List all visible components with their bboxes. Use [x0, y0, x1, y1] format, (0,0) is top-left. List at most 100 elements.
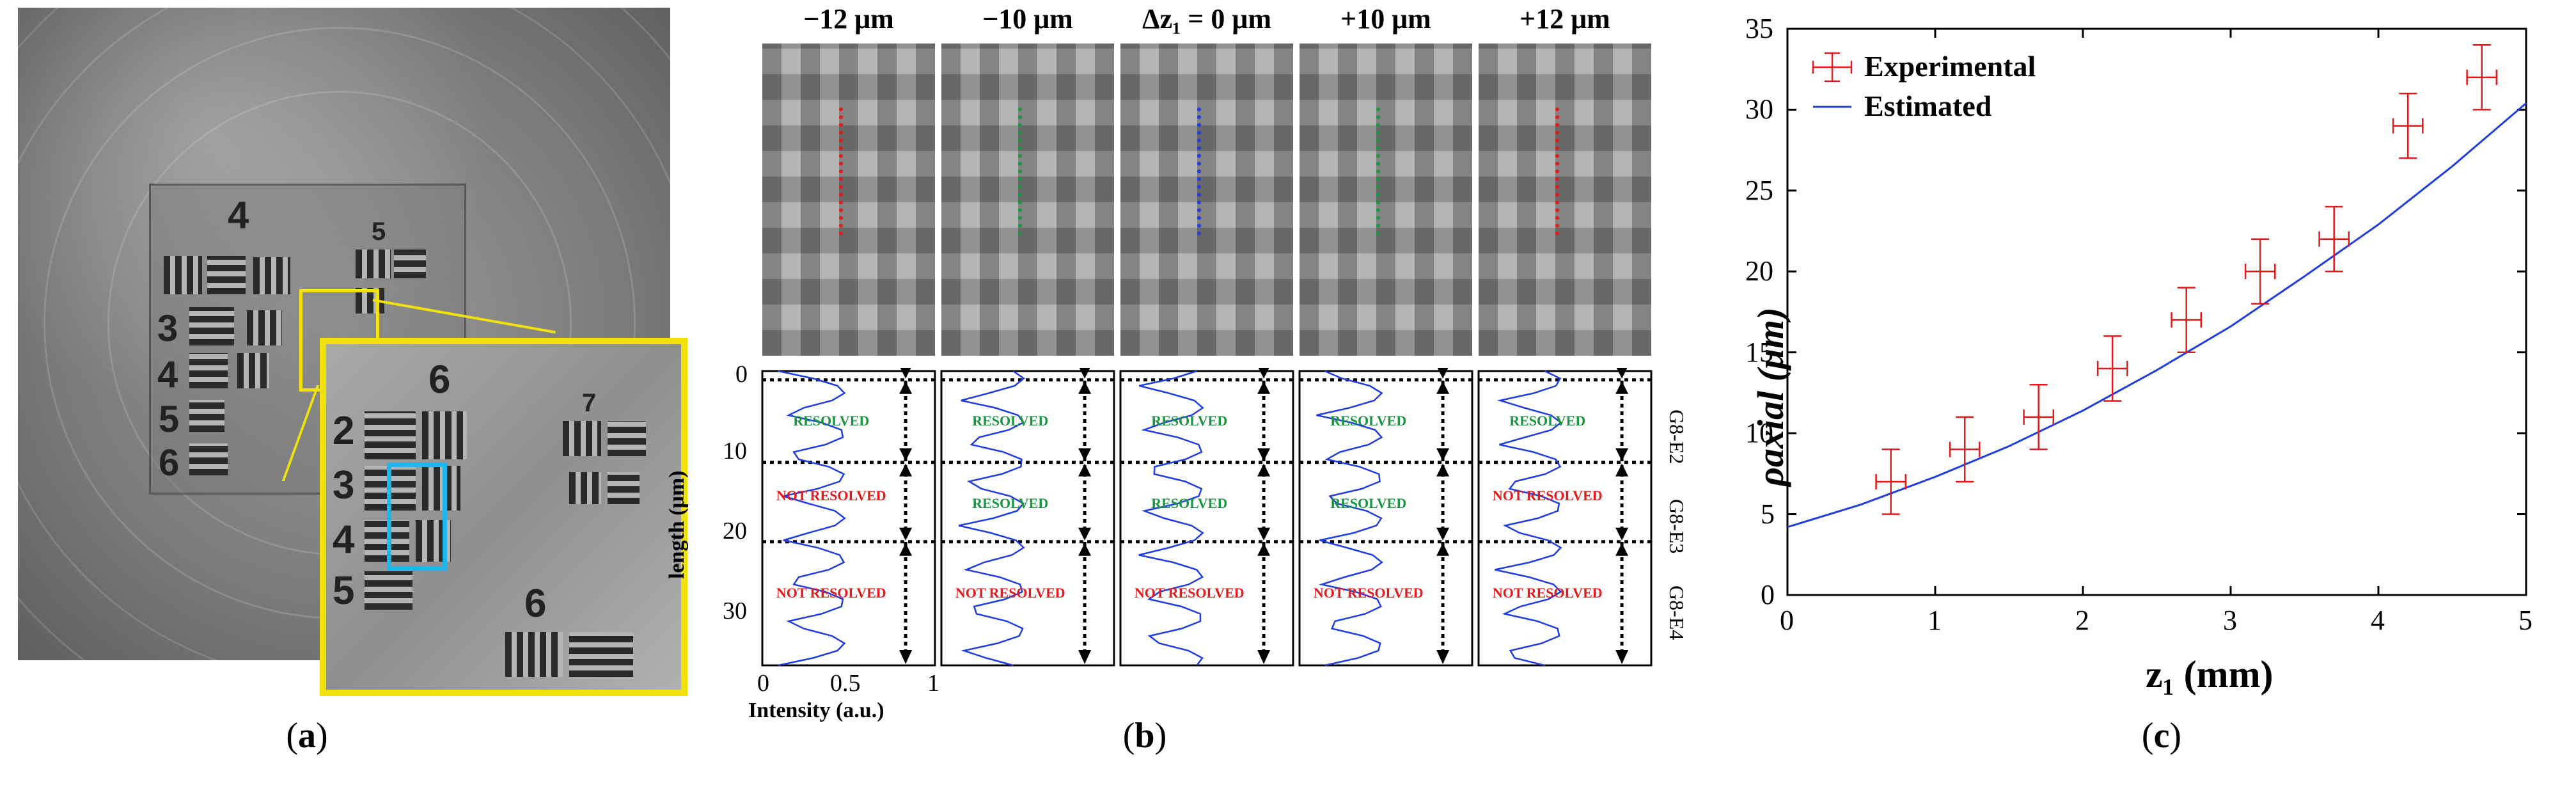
arrow-head-up — [1257, 543, 1271, 556]
y-tick-label: 25 — [1745, 174, 1773, 206]
inset-digit: 4 — [333, 518, 355, 562]
y-tick-label: 15 — [1745, 336, 1773, 368]
defocus-thumbnail — [1300, 44, 1472, 356]
arrow-head-up — [899, 543, 913, 556]
x-tick-label: 5 — [2518, 605, 2533, 636]
intensity-curve — [778, 370, 846, 667]
column-header: +12 μm — [1520, 3, 1610, 35]
arrow-head-down — [900, 368, 911, 379]
y-tick-label: 0 — [1761, 579, 1775, 610]
bar-pattern — [608, 421, 646, 456]
profile-line — [839, 107, 843, 235]
inset-digit: 5 — [333, 569, 355, 613]
y-tick-label: 35 — [1745, 13, 1773, 44]
experimental-point — [1949, 416, 1981, 483]
target-digit: 6 — [159, 442, 180, 484]
legend-entry: Estimated — [1864, 90, 1992, 122]
x-tick-label: 1 — [1928, 605, 1942, 636]
arrow-head-down — [1078, 650, 1092, 664]
panel-label-a: (a) — [286, 716, 328, 756]
x-tick-label: 3 — [2223, 605, 2237, 636]
intensity-curve — [1495, 370, 1562, 667]
group-label: G8-E4 — [1665, 585, 1688, 640]
arrow-head-down — [1616, 368, 1628, 379]
arrow-head-up — [899, 463, 913, 477]
x-tick-label: 4 — [2371, 605, 2385, 636]
bar-pattern — [207, 256, 246, 294]
inset-digit: 7 — [582, 389, 597, 417]
bar-pattern — [569, 472, 601, 504]
arrow-head-up — [1078, 543, 1092, 556]
y-tick-label: 20 — [1745, 255, 1773, 287]
resolution-state-label: NOT RESOLVED — [1492, 584, 1603, 601]
arrow-head-up — [899, 381, 913, 394]
target-digit: 3 — [157, 308, 178, 349]
arrow-head-up — [1436, 381, 1450, 394]
arrow-head-up — [1615, 543, 1629, 556]
arrow-head-up — [1436, 543, 1450, 556]
selection-region-marker — [387, 463, 447, 571]
resolution-state-label: NOT RESOLVED — [776, 488, 886, 504]
x-tick-label: 0 — [1780, 605, 1794, 636]
y-tick-label: 10 — [723, 438, 747, 464]
column-header: Δz₁ = 0 μm — [1142, 3, 1271, 35]
bar-pattern — [189, 307, 234, 345]
estimated-curve — [1787, 102, 2527, 528]
bar-pattern — [563, 421, 601, 456]
arrow-head-down — [1257, 650, 1271, 664]
bar-pattern — [189, 353, 228, 388]
y-tick-label: 10 — [1745, 417, 1773, 449]
y-tick-label: 0 — [735, 361, 748, 388]
resolution-state-label: NOT RESOLVED — [1492, 488, 1603, 504]
defocus-thumbnail — [1479, 44, 1651, 356]
inset-digit: 2 — [333, 409, 355, 453]
bar-pattern — [164, 256, 202, 294]
bar-pattern — [356, 250, 391, 278]
profile-line — [1555, 107, 1559, 235]
arrow-head-up — [1257, 381, 1271, 394]
plot-frame — [1786, 28, 2527, 596]
inset-digit: 3 — [333, 463, 355, 507]
bar-pattern — [422, 411, 467, 459]
resolution-state-label: RESOLVED — [972, 413, 1049, 429]
inset-digit: 6 — [524, 582, 547, 626]
resolution-state-label: RESOLVED — [793, 413, 870, 429]
bar-pattern — [237, 353, 269, 388]
target-digit: 4 — [228, 194, 249, 237]
target-digit: 5 — [159, 399, 180, 440]
y-tick-label: 20 — [723, 518, 747, 544]
experimental-point — [2171, 287, 2203, 353]
arrow-head-down — [899, 448, 913, 461]
arrow-head-down — [1437, 368, 1449, 379]
resolution-state-label: NOT RESOLVED — [1313, 584, 1424, 601]
defocus-thumbnail — [941, 44, 1114, 356]
column-header: −10 μm — [982, 3, 1073, 35]
arrow-head-up — [1436, 463, 1450, 477]
arrow-head-up — [1615, 381, 1629, 394]
arrow-head-up — [1257, 463, 1271, 477]
arrow-head-down — [1615, 448, 1629, 461]
panel-label-b: (b) — [1122, 716, 1167, 756]
bar-pattern — [505, 632, 563, 677]
arrow-head-down — [1078, 527, 1092, 541]
experimental-point — [2244, 238, 2276, 305]
y-tick-label: 30 — [723, 598, 747, 624]
x-tick-label: 2 — [2075, 605, 2089, 636]
column-header: +10 μm — [1340, 3, 1431, 35]
arrow-head-down — [1436, 527, 1450, 541]
defocus-thumbnail — [762, 44, 935, 356]
panel-label-c: (c) — [2141, 716, 2182, 756]
experimental-point — [2096, 335, 2128, 402]
x-tick-label: 1 — [927, 670, 939, 697]
arrow-head-down — [1079, 368, 1090, 379]
intensity-curve — [958, 370, 1025, 667]
x-axis-label: Intensity (a.u.) — [748, 699, 884, 722]
bar-pattern — [189, 400, 224, 432]
resolution-state-label: NOT RESOLVED — [776, 584, 886, 601]
x-tick-label: 0 — [757, 670, 769, 697]
arrow-head-down — [899, 527, 913, 541]
experimental-point — [2466, 44, 2498, 111]
arrow-head-down — [899, 650, 913, 664]
legend-entry: Experimental — [1864, 50, 2036, 83]
y-tick-label: 5 — [1761, 498, 1775, 530]
